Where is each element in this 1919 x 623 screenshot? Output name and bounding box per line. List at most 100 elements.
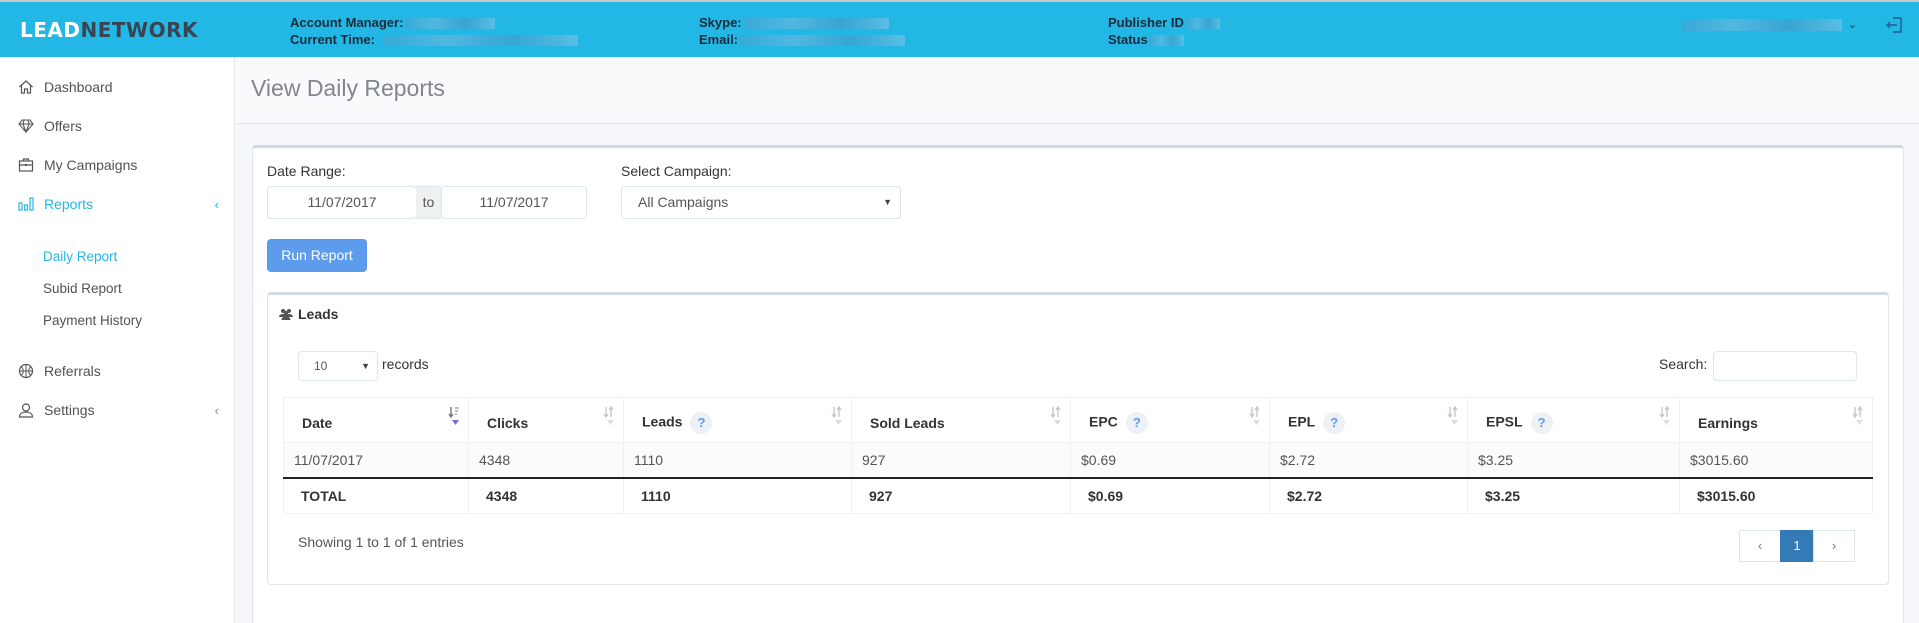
column-header-leads[interactable]: Leads? (623, 397, 852, 443)
page-header: View Daily Reports (236, 57, 1919, 124)
current-time-value (383, 35, 578, 47)
account-info: Account Manager: Current Time: (290, 14, 578, 48)
cell-earnings: $3015.60 (1679, 442, 1873, 479)
run-report-button[interactable]: Run Report (267, 239, 367, 272)
total-epsl: $3.25 (1467, 477, 1680, 514)
total-sold-leads: 927 (851, 477, 1071, 514)
search-input[interactable] (1713, 351, 1857, 381)
table-header-row: Date Clicks Leads? Sold Leads EPC? EPL? (283, 397, 1873, 443)
sort-desc-icon (448, 407, 459, 425)
help-icon[interactable]: ? (1530, 412, 1553, 434)
page-title: View Daily Reports (251, 75, 445, 101)
total-row: TOTAL 4348 1110 927 $0.69 $2.72 $3.25 $3… (283, 477, 1873, 514)
cell-clicks: 4348 (468, 442, 624, 479)
help-icon[interactable]: ? (1323, 412, 1346, 434)
total-earnings: $3015.60 (1679, 477, 1873, 514)
cell-epl: $2.72 (1269, 442, 1468, 479)
diamond-icon (17, 117, 35, 135)
cell-leads: 1110 (623, 442, 852, 479)
top-header: LEADNETWORK Account Manager: Current Tim… (0, 0, 1919, 57)
sort-icon (1447, 406, 1458, 425)
sort-icon (1249, 406, 1260, 425)
column-header-earnings[interactable]: Earnings (1679, 397, 1873, 443)
campaign-label: Select Campaign: (621, 163, 732, 179)
table-row: 11/07/2017 4348 1110 927 $0.69 $2.72 $3.… (283, 442, 1873, 479)
publisher-id-value (1185, 18, 1220, 30)
previous-page-button[interactable]: ‹ (1739, 530, 1781, 562)
sidebar-item-my-campaigns[interactable]: My Campaigns (17, 156, 217, 174)
user-name (1681, 18, 1842, 31)
publisher-info: Publisher ID Status (1108, 14, 1220, 48)
help-icon[interactable]: ? (1125, 412, 1148, 434)
sort-icon (831, 406, 842, 425)
column-header-epc[interactable]: EPC? (1070, 397, 1270, 443)
date-range-label: Date Range: (267, 163, 346, 179)
users-icon (279, 309, 293, 320)
search-label: Search: (1659, 356, 1708, 372)
date-to-input[interactable]: 11/07/2017 (441, 186, 587, 219)
user-icon (17, 401, 35, 419)
sidebar-item-offers[interactable]: Offers (17, 117, 217, 135)
status-label: Status (1108, 32, 1148, 47)
account-manager-value (405, 18, 496, 30)
sort-icon (1659, 406, 1670, 425)
chevron-down-icon: ⌄ (1847, 19, 1857, 31)
cell-epsl: $3.25 (1467, 442, 1680, 479)
date-to-addon: to (416, 186, 441, 219)
total-epc: $0.69 (1070, 477, 1270, 514)
column-header-sold-leads[interactable]: Sold Leads (851, 397, 1071, 443)
sidebar-item-settings[interactable]: Settings ‹ (17, 401, 219, 419)
total-label: TOTAL (283, 477, 469, 514)
leads-title: Leads (279, 306, 338, 322)
page-1-button[interactable]: 1 (1780, 530, 1814, 562)
records-per-page-select[interactable]: 10 ▼ (298, 351, 378, 381)
user-menu[interactable]: ⌄ (1680, 18, 1857, 31)
column-header-clicks[interactable]: Clicks (468, 397, 624, 443)
logo[interactable]: LEADNETWORK (20, 18, 199, 42)
sidebar-item-dashboard[interactable]: Dashboard (17, 78, 217, 96)
logout-icon[interactable] (1885, 16, 1903, 34)
pagination: ‹ 1 › (1739, 530, 1855, 562)
total-epl: $2.72 (1269, 477, 1468, 514)
records-label: records (382, 356, 429, 372)
column-header-epsl[interactable]: EPSL? (1467, 397, 1680, 443)
email-label: Email: (699, 32, 739, 47)
publisher-id-label: Publisher ID (1108, 15, 1184, 30)
sidebar-subitem-daily-report[interactable]: Daily Report (43, 249, 118, 264)
cell-sold-leads: 927 (851, 442, 1071, 479)
account-manager-label: Account Manager: (290, 15, 404, 30)
sort-icon (1852, 406, 1863, 425)
total-leads: 1110 (623, 477, 852, 514)
bar-chart-icon (17, 195, 35, 213)
skype-value (743, 18, 889, 30)
sidebar-item-reports[interactable]: Reports ‹ (17, 195, 219, 213)
column-header-date[interactable]: Date (283, 397, 469, 443)
sidebar: Dashboard Offers My Campaigns Reports ‹ … (0, 57, 235, 623)
help-icon[interactable]: ? (690, 412, 713, 434)
caret-down-icon: ▼ (883, 197, 892, 207)
sidebar-subitem-subid-report[interactable]: Subid Report (43, 281, 122, 296)
table-info: Showing 1 to 1 of 1 entries (298, 534, 464, 550)
total-clicks: 4348 (468, 477, 624, 514)
current-time-label: Current Time: (290, 32, 375, 47)
basketball-icon (17, 362, 35, 380)
date-from-input[interactable]: 11/07/2017 (267, 186, 417, 219)
contact-info: Skype: Email: (699, 14, 906, 48)
sort-icon (603, 406, 614, 425)
cell-epc: $0.69 (1070, 442, 1270, 479)
column-header-epl[interactable]: EPL? (1269, 397, 1468, 443)
chevron-left-icon: ‹ (214, 196, 219, 212)
leads-table: Date Clicks Leads? Sold Leads EPC? EPL? (283, 397, 1873, 514)
sort-icon (1050, 406, 1061, 425)
home-icon (17, 78, 35, 96)
chevron-left-icon: ‹ (214, 402, 219, 418)
skype-label: Skype: (699, 15, 742, 30)
campaign-select[interactable]: All Campaigns ▼ (621, 186, 901, 219)
email-value (740, 35, 906, 47)
sidebar-item-referrals[interactable]: Referrals (17, 362, 217, 380)
cell-date: 11/07/2017 (283, 442, 469, 479)
sidebar-subitem-payment-history[interactable]: Payment History (43, 313, 143, 328)
status-value (1149, 35, 1184, 47)
next-page-button[interactable]: › (1813, 530, 1855, 562)
briefcase-icon (17, 156, 35, 174)
